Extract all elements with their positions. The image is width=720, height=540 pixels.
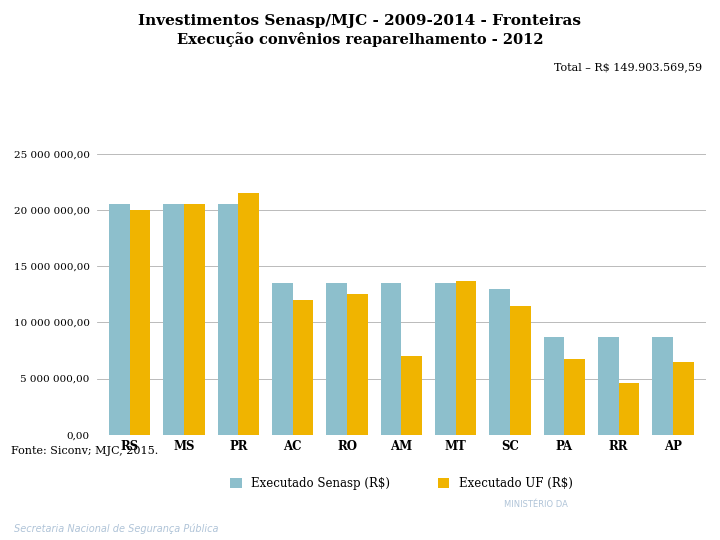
Bar: [293, 300, 313, 435]
Text: Total – R$ 149.903.569,59: Total – R$ 149.903.569,59: [554, 62, 702, 72]
Bar: [130, 210, 150, 435]
Text: Fonte: Siconv; MJC, 2015.: Fonte: Siconv; MJC, 2015.: [11, 446, 158, 456]
Bar: [326, 283, 347, 435]
Text: Secretaria Nacional de Segurança Pública: Secretaria Nacional de Segurança Pública: [14, 524, 219, 534]
Text: SENASP: SENASP: [14, 499, 82, 514]
Text: Investimentos Senasp/MJC - 2009-2014 - Fronteiras: Investimentos Senasp/MJC - 2009-2014 - F…: [138, 14, 582, 28]
Bar: [402, 356, 422, 435]
Bar: [564, 360, 585, 435]
Bar: [184, 205, 204, 435]
Bar: [618, 383, 639, 435]
Bar: [652, 337, 673, 435]
Bar: [510, 306, 531, 435]
Bar: [217, 205, 238, 435]
Text: MINISTÉRIO DA: MINISTÉRIO DA: [504, 500, 568, 509]
Bar: [435, 283, 456, 435]
Text: JUSTIÇA: JUSTIÇA: [504, 522, 572, 537]
Bar: [673, 362, 693, 435]
Bar: [109, 205, 130, 435]
Bar: [272, 283, 293, 435]
Bar: [381, 283, 402, 435]
Legend: Executado Senasp (R$), Executado UF (R$): Executado Senasp (R$), Executado UF (R$): [230, 477, 572, 490]
Bar: [238, 193, 259, 435]
Bar: [544, 337, 564, 435]
Bar: [490, 289, 510, 435]
Bar: [598, 337, 618, 435]
Bar: [163, 205, 184, 435]
Bar: [347, 294, 368, 435]
Bar: [456, 281, 477, 435]
Text: Execução convênios reaparelhamento - 2012: Execução convênios reaparelhamento - 201…: [176, 32, 544, 48]
